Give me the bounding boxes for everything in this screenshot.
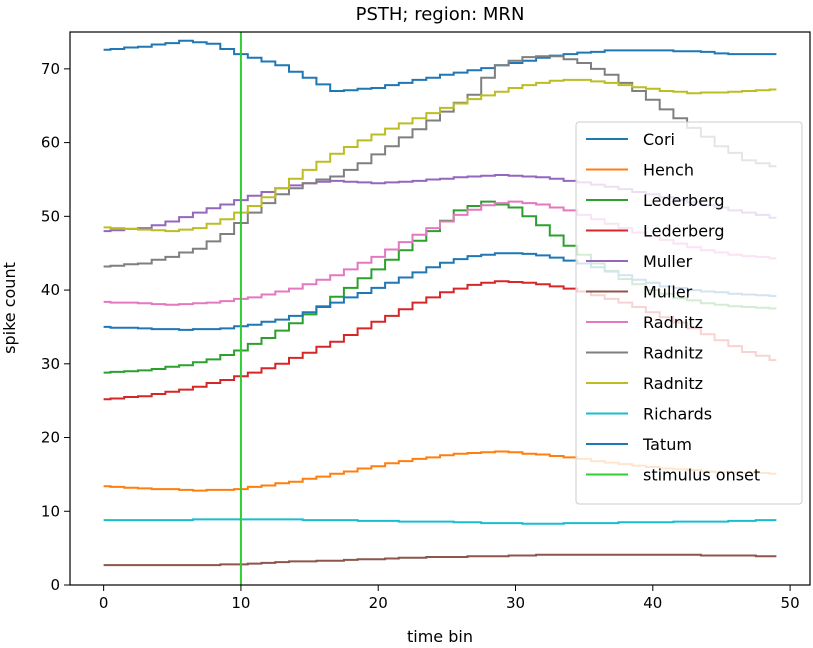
chart-title: PSTH; region: MRN [356, 4, 525, 25]
x-tick-label: 50 [781, 594, 800, 612]
y-tick-label: 30 [41, 355, 60, 373]
legend-label-hench-2: Hench [643, 161, 694, 180]
y-tick-label: 50 [41, 207, 60, 225]
series-line-cori-1 [103, 39, 777, 92]
legend: Cori Hench Lederberg Lederberg Muller Muller R… [575, 121, 803, 505]
ticks-layer: 0 10 20 30 40 50 0 10 20 30 40 50 60 70 [41, 60, 800, 612]
legend-label-muller-5: Muller [643, 252, 693, 271]
x-tick-label: 10 [231, 594, 250, 612]
x-tick-label: 0 [99, 594, 109, 612]
x-axis-label: time bin [407, 627, 473, 646]
x-tick-label: 30 [506, 594, 525, 612]
plot-frame [69, 31, 811, 586]
y-tick-label: 10 [41, 502, 60, 520]
x-tick-label: 40 [643, 594, 662, 612]
series-line-radnitz-9 [103, 78, 777, 233]
y-tick-label: 20 [41, 429, 60, 447]
series-line-richards-10 [103, 518, 777, 525]
legend-label-radnitz-9: Radnitz [643, 374, 703, 393]
legend-label-radnitz-8: Radnitz [643, 344, 703, 363]
y-axis-label: spike count [0, 262, 19, 354]
series-line-radnitz-8 [103, 55, 777, 268]
x-tick-label: 20 [369, 594, 388, 612]
y-tick-label: 0 [50, 576, 60, 594]
series-line-muller-6 [103, 553, 777, 567]
y-tick-label: 60 [41, 134, 60, 152]
legend-label-radnitz-7: Radnitz [643, 313, 703, 332]
legend-label-stimulus-onset-12: stimulus onset [643, 466, 760, 485]
y-tick-label: 40 [41, 281, 60, 299]
legend-label-muller-6: Muller [643, 283, 693, 302]
legend-label-lederberg-4: Lederberg [643, 222, 725, 241]
legend-label-richards-10: Richards [643, 405, 712, 424]
legend-label-cori-1: Cori [643, 130, 675, 149]
legend-label-lederberg-3: Lederberg [643, 191, 725, 210]
legend-label-tatum-11: Tatum [642, 435, 692, 454]
legend-frame [575, 121, 803, 505]
y-tick-label: 70 [41, 60, 60, 78]
